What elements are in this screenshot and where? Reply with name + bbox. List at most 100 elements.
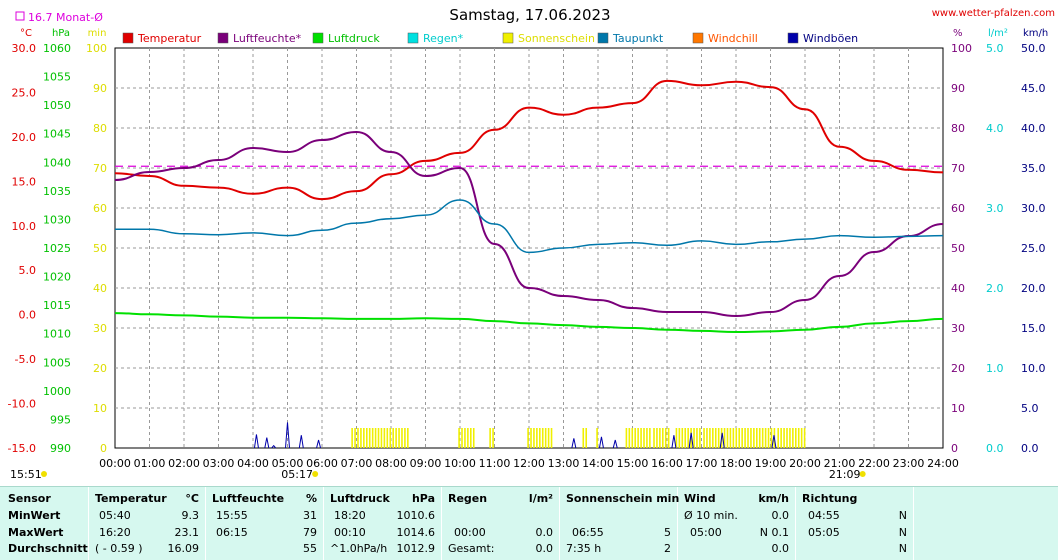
stats-col-wind: Wind km/h Ø 10 min. 0.0 05:00 N 0.1 0.0 bbox=[678, 487, 796, 560]
plot-area bbox=[114, 47, 944, 449]
sunshine-bar bbox=[661, 428, 664, 448]
stats-header-sensor: Sensor bbox=[8, 492, 51, 505]
stats-col-temp: Temperatur °C 05:40 9.3 16:20 23.1 ( - 0.59… bbox=[89, 487, 206, 560]
sunshine-bar bbox=[714, 428, 717, 448]
stats-header-pressure-unit: hPa bbox=[411, 492, 435, 505]
sunshine-bar bbox=[758, 428, 761, 448]
gust-spike bbox=[598, 436, 604, 449]
sunshine-bar bbox=[690, 428, 692, 448]
sunrise-time: 05:17 bbox=[281, 468, 313, 481]
stats-press-min-time: 18:20 bbox=[334, 509, 366, 522]
sunshine-bar bbox=[653, 428, 655, 448]
site-link[interactable]: www.wetter-pfalzen.com bbox=[932, 8, 1055, 19]
sunshine-bar bbox=[770, 428, 773, 448]
sunshine-bar bbox=[643, 428, 645, 448]
sunshine-bar bbox=[377, 428, 380, 448]
sunshine-bar bbox=[489, 428, 491, 448]
stats-header-humidity-unit: % bbox=[305, 492, 317, 505]
sunshine-bar bbox=[464, 428, 466, 448]
axis-tick-pressure: 990 bbox=[50, 442, 71, 455]
sunshine-bar bbox=[687, 428, 689, 448]
axis-tick-wind: 10.0 bbox=[1021, 362, 1046, 375]
sunshine-bar bbox=[735, 428, 738, 448]
gust-spike bbox=[298, 435, 304, 449]
axis-label-humidity: % bbox=[953, 28, 963, 39]
sunset-icon bbox=[859, 471, 866, 477]
stats-temp-trend: ( - 0.59 ) bbox=[95, 542, 143, 555]
sunshine-bar bbox=[596, 428, 598, 448]
axis-tick-sun_min: 90 bbox=[93, 82, 107, 95]
data-marks bbox=[114, 79, 944, 449]
sunshine-bar bbox=[723, 428, 726, 448]
axis-tick-wind: 35.0 bbox=[1021, 162, 1046, 175]
axis-tick-temp: 0.0 bbox=[19, 309, 37, 322]
stats-header-rain: Regen bbox=[448, 492, 488, 505]
axis-tick-wind: 50.0 bbox=[1021, 42, 1046, 55]
x-tick-label: 02:00 bbox=[168, 457, 200, 470]
stats-col-sunshine: Sonnenschein min 06:55 5 7:35 h 2 bbox=[560, 487, 679, 560]
sunshine-bar bbox=[404, 428, 406, 448]
stats-temp-avg-value: 16.09 bbox=[167, 542, 200, 555]
sunshine-bar bbox=[646, 428, 648, 448]
axis-label-temp: °C bbox=[20, 28, 32, 39]
sunshine-bar bbox=[380, 428, 383, 448]
legend-label: Luftfeuchte* bbox=[233, 32, 302, 45]
sunshine-bar bbox=[800, 428, 803, 448]
axis-tick-pressure: 1035 bbox=[43, 185, 71, 198]
axis-tick-pressure: 1030 bbox=[43, 213, 71, 226]
stats-press-trend: ^1.0hPa/h bbox=[330, 542, 388, 555]
x-tick-label: 10:00 bbox=[444, 457, 476, 470]
gust-spike bbox=[671, 435, 677, 449]
sunshine-bar bbox=[354, 428, 356, 448]
stats-temp-min-value: 9.3 bbox=[181, 509, 200, 522]
x-tick-label: 03:00 bbox=[203, 457, 235, 470]
axis-tick-humidity: 100 bbox=[951, 42, 972, 55]
sunshine-bar bbox=[786, 428, 788, 448]
x-tick-label: 12:00 bbox=[513, 457, 545, 470]
axis-tick-rain: 4.0 bbox=[986, 122, 1004, 135]
x-tick-label: 05:00 bbox=[272, 457, 304, 470]
sunshine-bar bbox=[530, 428, 532, 448]
stats-temp-max-time: 16:20 bbox=[99, 526, 131, 539]
sunshine-bar bbox=[398, 428, 400, 448]
stats-header-temp-unit: °C bbox=[185, 492, 199, 505]
axis-tick-sun_min: 70 bbox=[93, 162, 107, 175]
stats-header-direction: Richtung bbox=[802, 492, 858, 505]
legend-label: Regen* bbox=[423, 32, 464, 45]
x-tick-label: 11:00 bbox=[479, 457, 511, 470]
stats-dir-min-time: 04:55 bbox=[808, 509, 840, 522]
stats-rain-max-time: 00:00 bbox=[454, 526, 486, 539]
axis-tick-rain: 2.0 bbox=[986, 282, 1004, 295]
gust-spike bbox=[612, 439, 618, 449]
sunshine-bar bbox=[550, 428, 553, 448]
axis-tick-sun_min: 0 bbox=[100, 442, 107, 455]
gust-spike bbox=[771, 435, 777, 449]
axis-tick-pressure: 1055 bbox=[43, 71, 71, 84]
legend-label: Windböen bbox=[803, 32, 858, 45]
sunshine-bar bbox=[656, 428, 658, 448]
sunshine-bar bbox=[732, 428, 735, 448]
gust-spike bbox=[253, 434, 259, 449]
stats-dir-max-value: N bbox=[898, 526, 907, 539]
sunshine-bar bbox=[470, 428, 472, 448]
sunshine-bar bbox=[407, 428, 409, 448]
series-line-temperatur bbox=[114, 79, 944, 201]
sunshine-bar bbox=[667, 428, 670, 448]
sunshine-bar bbox=[458, 428, 460, 448]
sunshine-bar bbox=[389, 428, 392, 448]
sunshine-bar bbox=[764, 428, 767, 448]
x-tick-label: 04:00 bbox=[237, 457, 269, 470]
sunshine-bar bbox=[664, 428, 667, 448]
x-tick-label: 24:00 bbox=[927, 457, 959, 470]
axis-tick-temp: -10.0 bbox=[8, 398, 36, 411]
stats-hum-max-time: 06:15 bbox=[216, 526, 248, 539]
x-tick-label: 13:00 bbox=[548, 457, 580, 470]
sunshine-bar bbox=[789, 428, 791, 448]
stats-dir-min-value: N bbox=[898, 509, 907, 522]
sunshine-bar bbox=[780, 428, 782, 448]
gust-spike bbox=[271, 444, 277, 449]
axes: 30.0 25.0 20.0 15.0 10.0 5.0 0.0 -5.0 -10.0 -15.0… bbox=[8, 28, 1049, 481]
sunshine-bar bbox=[383, 428, 386, 448]
sunshine-bar bbox=[631, 428, 634, 448]
legend-swatch bbox=[122, 32, 134, 44]
